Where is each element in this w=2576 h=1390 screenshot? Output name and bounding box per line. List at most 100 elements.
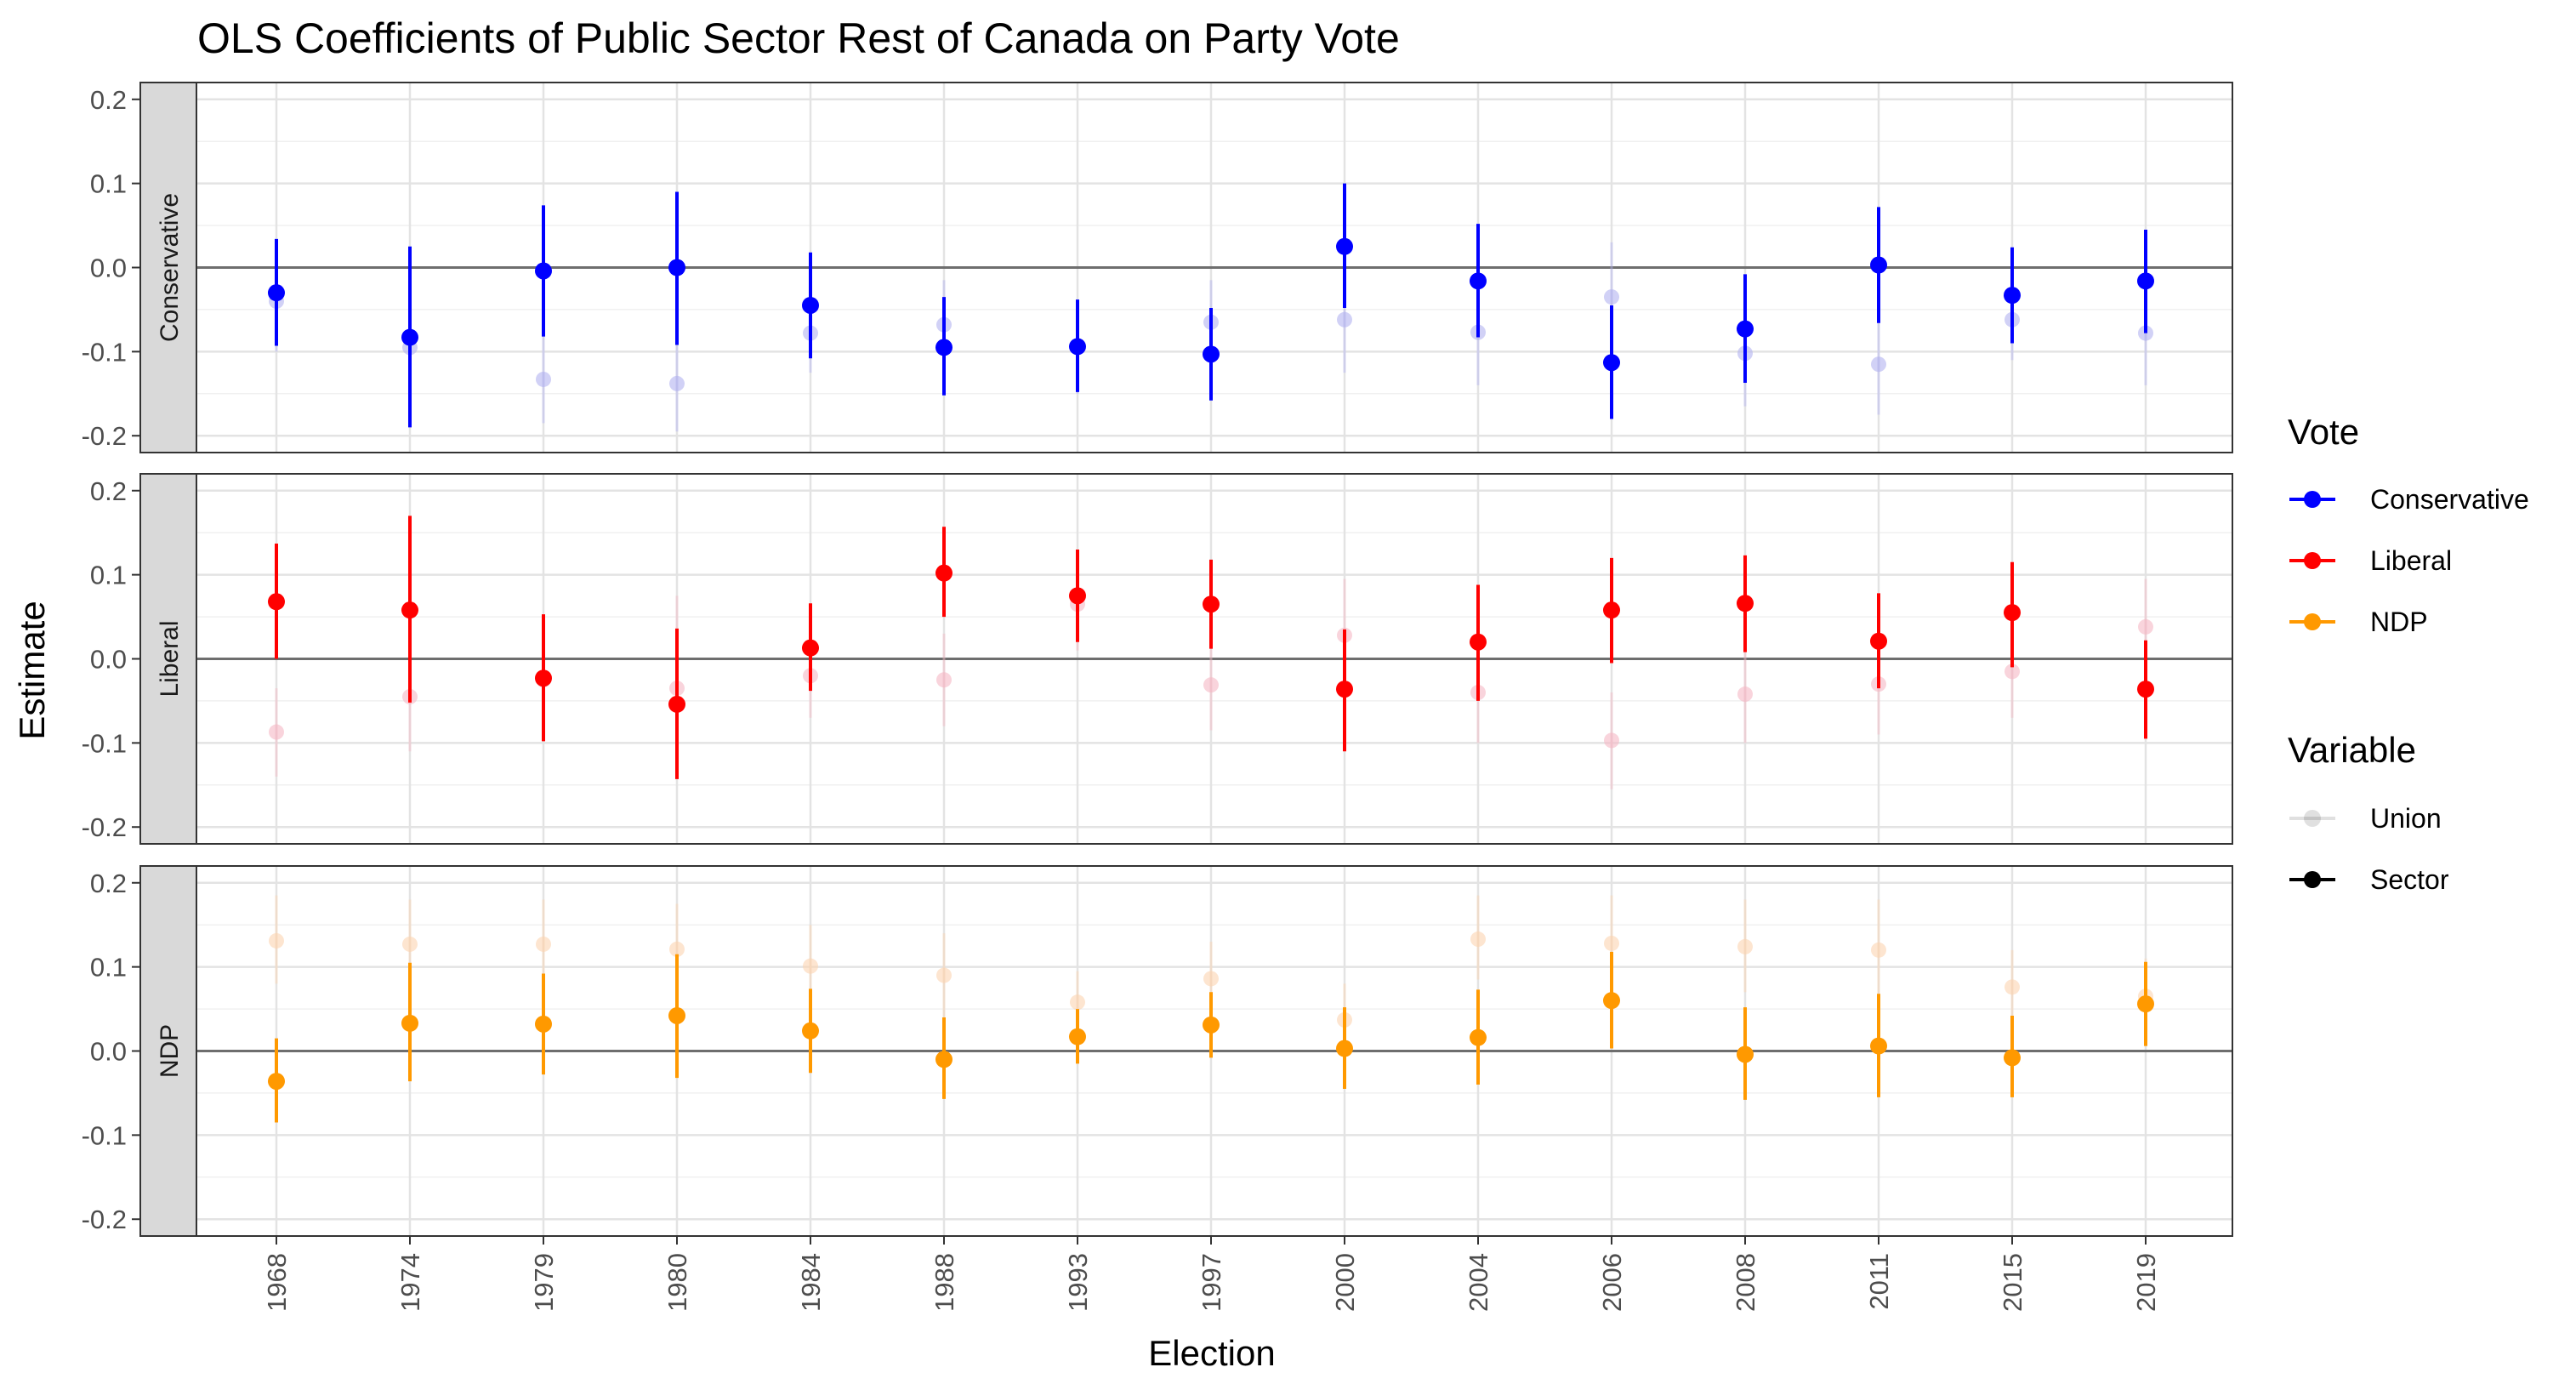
sector-point <box>1203 595 1220 613</box>
sector-series <box>268 516 2154 779</box>
sector-point <box>2004 604 2021 622</box>
sector-point <box>535 262 552 280</box>
union-point <box>1604 289 1619 305</box>
union-point <box>1871 356 1886 373</box>
sector-point <box>1603 601 1620 619</box>
sector-point <box>668 259 685 276</box>
union-point <box>269 724 284 740</box>
union-point <box>1737 938 1753 954</box>
sector-point <box>1470 633 1487 651</box>
y-tick-label: 0.0 <box>90 645 127 675</box>
y-tick-label: 0.2 <box>90 85 127 115</box>
sector-point <box>268 593 285 611</box>
sector-point <box>2004 1049 2021 1067</box>
sector-point <box>401 328 418 346</box>
sector-point <box>2137 681 2154 698</box>
sector-point <box>2137 272 2154 290</box>
union-point <box>1604 935 1619 951</box>
y-tick-label: -0.2 <box>82 812 127 842</box>
sector-point <box>401 601 418 619</box>
y-tick-label: 0.1 <box>90 169 127 199</box>
sector-point <box>1870 256 1887 274</box>
union-point <box>402 936 418 952</box>
sector-series <box>268 183 2154 428</box>
legend: Vote Conservative Liberal NDP Variable Union S… <box>2288 412 2529 895</box>
y-axis-label: Estimate <box>12 601 52 739</box>
y-tick-label: 0.2 <box>90 476 127 506</box>
sector-point <box>1603 354 1620 372</box>
legend-label: Sector <box>2370 864 2449 895</box>
sector-point <box>1069 587 1086 605</box>
sector-point <box>1470 1028 1487 1046</box>
y-tick-label: 0.0 <box>90 254 127 283</box>
union-point <box>536 371 551 387</box>
sector-point <box>1336 237 1353 255</box>
union-point <box>1470 931 1486 948</box>
y-tick-label: -0.2 <box>82 421 127 451</box>
union-point <box>2005 979 2020 995</box>
facet-strip-label: NDP <box>156 1024 184 1078</box>
x-tick-label: 2000 <box>1330 1253 1360 1312</box>
sector-point <box>2004 287 2021 305</box>
x-tick-label: 2019 <box>2131 1253 2161 1312</box>
legend-label: Liberal <box>2370 545 2452 576</box>
union-point <box>1203 677 1219 693</box>
sector-point <box>1069 338 1086 356</box>
sector-point <box>1737 595 1754 612</box>
x-tick-label: 1993 <box>1063 1253 1093 1312</box>
sector-point <box>668 695 685 713</box>
x-tick-label: 1974 <box>395 1253 425 1312</box>
legend-title-variable: Variable <box>2288 730 2416 770</box>
y-tick-label: 0.1 <box>90 561 127 590</box>
facet-panels: Conservative -0.2 -0.1 0.0 0.1 0.2 Liberal -0.2… <box>82 82 2233 1237</box>
x-tick-label: 1997 <box>1197 1253 1226 1312</box>
union-point <box>1337 311 1352 328</box>
sector-point <box>535 1015 552 1033</box>
x-tick-label: 1979 <box>529 1253 559 1312</box>
sector-series <box>268 951 2154 1123</box>
union-point <box>669 941 685 957</box>
x-tick-label: 1980 <box>662 1253 692 1312</box>
panel-ndp: NDP -0.2 -0.1 0.0 0.1 0.2 <box>82 865 2233 1237</box>
y-tick-label: 0.0 <box>90 1037 127 1067</box>
facet-strip <box>139 473 197 845</box>
sector-point <box>1870 632 1887 650</box>
y-tick-label: -0.1 <box>82 728 127 758</box>
chart-title: OLS Coefficients of Public Sector Rest o… <box>197 14 1400 62</box>
union-point <box>2005 664 2020 680</box>
x-tick-label: 2015 <box>1998 1253 2027 1312</box>
y-tick-label: -0.2 <box>82 1205 127 1234</box>
sector-point <box>1737 320 1754 338</box>
y-tick-label: -0.1 <box>82 337 127 367</box>
legend-title-vote: Vote <box>2288 412 2359 452</box>
union-point <box>1604 732 1619 749</box>
x-tick-label: 2011 <box>1864 1253 1894 1310</box>
sector-point <box>802 639 819 657</box>
sector-point <box>535 669 552 687</box>
x-tick-label: 1984 <box>796 1253 826 1312</box>
union-point <box>269 932 284 949</box>
sector-point <box>1203 345 1220 363</box>
union-point <box>1737 686 1753 703</box>
sector-point <box>1870 1037 1887 1055</box>
x-tick-label: 2004 <box>1464 1253 1493 1312</box>
sector-point <box>1737 1045 1754 1063</box>
union-point <box>936 967 952 983</box>
union-point <box>1070 994 1085 1011</box>
sector-point <box>268 1073 285 1091</box>
union-point <box>2138 618 2153 635</box>
legend-key-point <box>2304 491 2321 508</box>
sector-point <box>935 339 952 356</box>
legend-key-point <box>2304 871 2321 888</box>
legend-key-point <box>2304 613 2321 630</box>
sector-point <box>1336 681 1353 698</box>
union-point <box>1203 971 1219 987</box>
union-point <box>536 936 551 952</box>
sector-point <box>935 1051 952 1068</box>
y-tick-label: -0.1 <box>82 1120 127 1150</box>
sector-point <box>1470 272 1487 290</box>
panel-liberal: Liberal -0.2 -0.1 0.0 0.1 0.2 <box>82 473 2233 845</box>
sector-point <box>1203 1016 1220 1034</box>
panel-conservative: Conservative -0.2 -0.1 0.0 0.1 0.2 <box>82 82 2233 453</box>
